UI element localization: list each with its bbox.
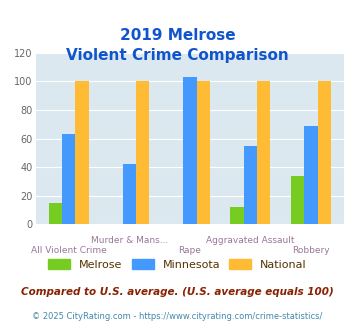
Text: © 2025 CityRating.com - https://www.cityrating.com/crime-statistics/: © 2025 CityRating.com - https://www.city… xyxy=(32,312,323,321)
Bar xyxy=(304,126,318,224)
Bar xyxy=(136,82,149,224)
Bar xyxy=(257,82,271,224)
Bar xyxy=(49,203,62,224)
Text: Violent Crime Comparison: Violent Crime Comparison xyxy=(66,48,289,63)
Text: Rape: Rape xyxy=(179,246,201,255)
Text: Compared to U.S. average. (U.S. average equals 100): Compared to U.S. average. (U.S. average … xyxy=(21,287,334,297)
Text: Murder & Mans...: Murder & Mans... xyxy=(91,236,168,245)
Bar xyxy=(76,82,89,224)
Bar xyxy=(318,82,331,224)
Bar xyxy=(62,134,76,224)
Text: 2019 Melrose: 2019 Melrose xyxy=(120,28,235,43)
Bar xyxy=(291,176,304,224)
Bar xyxy=(123,164,136,224)
Text: Aggravated Assault: Aggravated Assault xyxy=(206,236,295,245)
Bar xyxy=(230,207,244,224)
Legend: Melrose, Minnesota, National: Melrose, Minnesota, National xyxy=(44,255,311,274)
Bar xyxy=(197,82,210,224)
Text: All Violent Crime: All Violent Crime xyxy=(31,246,107,255)
Text: Robbery: Robbery xyxy=(292,246,330,255)
Bar xyxy=(244,146,257,224)
Bar xyxy=(183,77,197,224)
